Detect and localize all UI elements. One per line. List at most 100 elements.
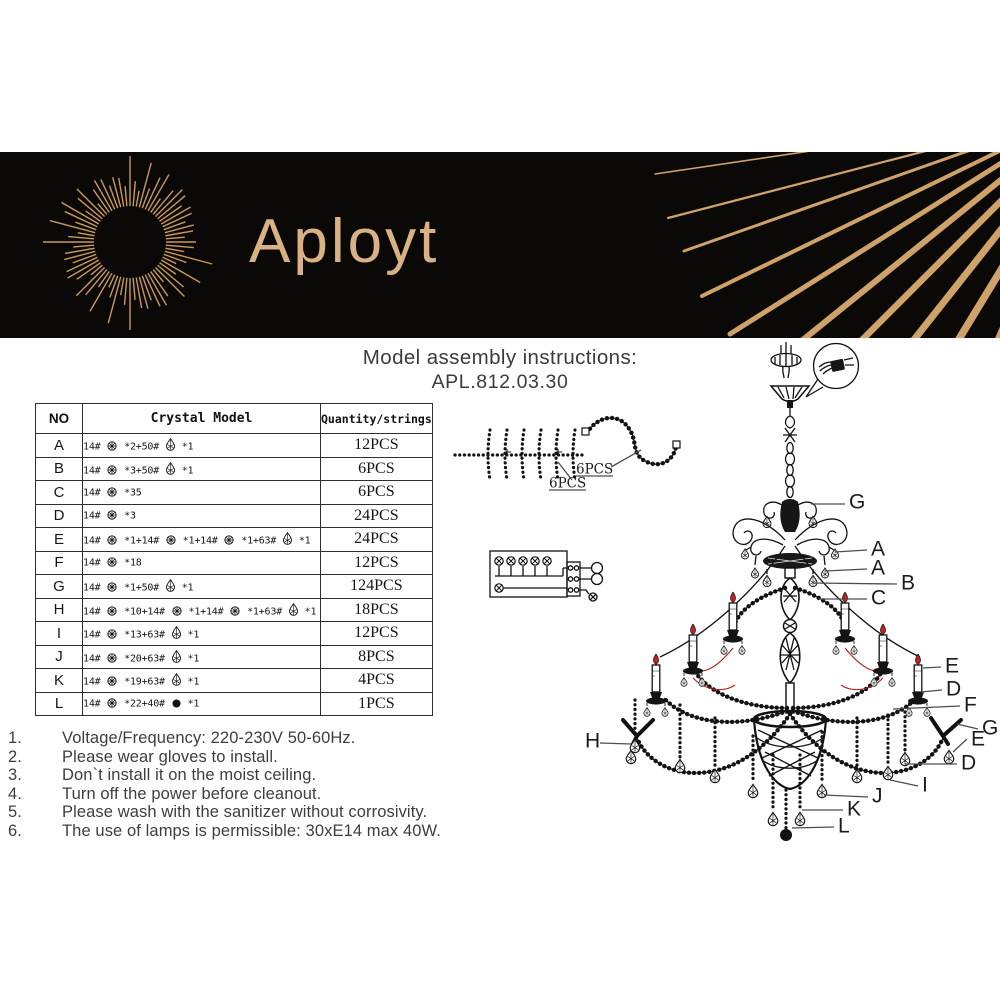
row-letter: K [35,668,83,693]
instruction-text: Don`t install it on the moist ceiling. [62,766,317,785]
crystal-ball-icon [107,510,117,520]
crystal-ball-icon [230,605,240,616]
crystal-drop-icon [165,437,175,451]
flame-icon [842,591,848,603]
diagram-label-c: C [871,587,886,610]
quantity-cell: 6PCS [320,456,433,481]
quantity-cell: 12PCS [320,433,433,458]
table-row: E 14# *1+14# *1+14# *1+63# *1 24PCS [35,527,433,552]
diagram-label-j: J [872,785,883,808]
diagram-label-6pcs: 6PCS [549,476,586,492]
table-row: F 14# *18 12PCS [35,550,433,575]
instruction-text: Turn off the power before cleanout. [62,784,322,803]
table-row: K 14# *19+63# *1 4PCS [35,668,433,693]
bottom-finial-ball [780,829,792,841]
table-row: B 14# *3+50# *1 6PCS [35,456,433,481]
instruction-item: 4. Turn off the power before cleanout. [8,785,468,804]
instruction-text: The use of lamps is permissible: 30xE14 … [62,821,441,840]
crystal-ball-icon [107,557,117,567]
canopy-and-chain [769,385,811,499]
row-letter: L [35,691,83,716]
candle [908,653,928,706]
chandelier-column [779,567,801,714]
crystal-ball-icon [107,535,117,545]
candle [835,591,855,644]
table-row: H 14# *10+14# *1+14# *1+63# *1 18PCS [35,597,433,622]
candle [646,653,666,706]
crystal-drop-icon [288,602,298,616]
instruction-text: Voltage/Frequency: 220-230V 50-60Hz. [62,729,356,747]
diagram-label-b: B [901,572,915,595]
quantity-cell: 8PCS [320,644,433,669]
crystal-drop-icon [171,672,181,686]
candle [683,623,703,676]
crystal-ball-icon [107,652,117,663]
row-letter: C [35,480,83,505]
quantity-cell: 124PCS [320,574,433,599]
instruction-item: 3. Don`t install it on the moist ceiling. [8,766,468,785]
candle-arms [643,591,931,717]
crystal-ball-icon [107,464,117,475]
row-letter: I [35,621,83,646]
quantity-cell: 24PCS [320,527,433,552]
crystal-model-cell: 14# *13+63# *1 [82,621,321,646]
banner-art [43,152,1000,338]
row-letter: B [35,456,83,481]
brand-banner: Aployt [0,152,1000,338]
quantity-cell: 1PCS [320,691,433,716]
crystal-model-cell: 14# *2+50# *1 [82,433,321,458]
row-letter: G [35,574,83,599]
crystal-ball-icon [107,486,117,497]
instructions-list: 1. Voltage/Frequency: 220-230V 50-60Hz. 2.… [8,729,468,841]
brand-name: Aployt [249,206,440,276]
candle [723,591,743,644]
diagram-label-f: F [964,694,977,717]
page-title: Model assembly instructions: [362,346,638,369]
model-number: APL.812.03.30 [431,371,569,393]
diagram-label-a: A [871,557,885,580]
candle [873,623,893,676]
parts-table-body: A 14# *2+50# *1 12PCS B 14# *3+50# *1 6PCS C 14… [35,433,433,716]
row-letter: J [35,644,83,669]
crystal-model-cell: 14# *1+50# *1 [82,574,321,599]
instruction-number: 3. [8,766,22,785]
chandelier-basket [752,709,828,791]
diagram-label-h: H [585,730,600,753]
crystal-ball-icon [107,676,117,686]
crystal-drop-icon [165,578,175,592]
diagram-label-l: L [838,815,850,838]
crystal-drop-icon [283,531,293,545]
instruction-text: Please wash with the sanitizer without c… [62,803,428,822]
flame-icon [730,591,736,603]
table-row: G 14# *1+50# *1 124PCS [35,574,433,599]
instruction-number: 2. [8,747,22,766]
row-letter: E [35,527,83,552]
ceiling-mount-detail [770,342,860,398]
crystal-model-cell: 14# *18 [82,550,321,575]
beaded-arm-part [576,415,681,477]
crystal-model-cell: 14# *10+14# *1+14# *1+63# *1 [82,597,321,622]
diagram-label-g: G [982,717,998,740]
row-letter: D [35,503,83,528]
instruction-item: 5. Please wash with the sanitizer without… [8,803,468,822]
sunburst-logo-icon [43,156,213,330]
table-header-row: NO Crystal Model Quantity/strings [35,403,433,434]
instruction-item: 6. The use of lamps is permissible: 30xE1… [8,822,468,841]
table-row: J 14# *20+63# *1 8PCS [35,644,433,669]
row-letter: A [35,433,83,458]
diagram-label-d: D [961,752,976,775]
table-row: C 14# *35 6PCS [35,480,433,505]
header-no: NO [35,403,83,434]
crystal-model-cell: 14# *1+14# *1+14# *1+63# *1 [82,527,321,552]
crystal-drop-icon [171,625,181,639]
crystal-drop-icon [171,649,181,663]
crystal-parts-table: NO Crystal Model Quantity/strings A 14# *… [35,403,433,716]
crystal-model-cell: 14# *35 [82,480,321,505]
table-row: I 14# *13+63# *1 12PCS [35,621,433,646]
gold-rays-decoration [654,152,1000,338]
crystal-ball-icon [107,582,117,592]
crystal-ball-icon [107,629,117,639]
title-block: Model assembly instructions: APL.812.03.… [0,346,1000,394]
wiring-diagram [489,550,604,602]
